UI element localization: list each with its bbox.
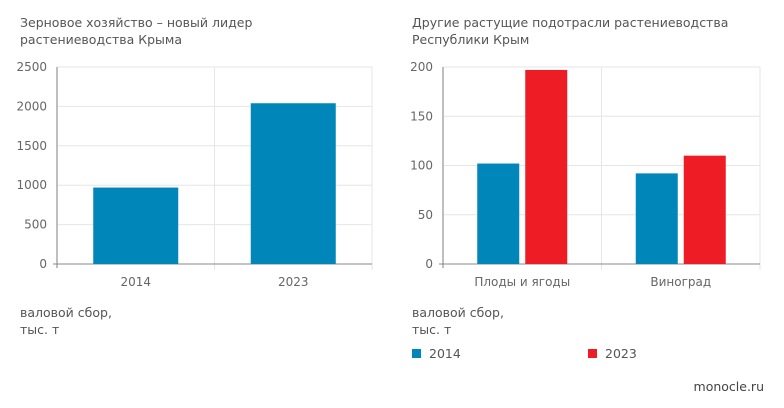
y-tick-label: 500 — [24, 218, 47, 232]
bar-Виноград-2014 — [635, 173, 678, 264]
left-unit-label: валовой сбор, тыс. т — [20, 304, 112, 338]
bar-Плоды и ягоды-2023 — [525, 69, 568, 264]
left-unit-line2: тыс. т — [20, 322, 60, 337]
bar-Виноград-2023 — [683, 155, 726, 264]
y-tick-label: 0 — [425, 257, 433, 271]
x-tick-label: 2014 — [120, 275, 151, 289]
right-unit-line2: тыс. т — [412, 322, 452, 337]
legend-2023: 2023 — [588, 346, 637, 361]
y-tick-label: 100 — [410, 159, 433, 173]
right-title-line2: Республики Крым — [412, 32, 530, 47]
y-tick-label: 1500 — [16, 139, 47, 153]
right-unit-line1: валовой сбор, — [412, 305, 504, 320]
y-tick-label: 200 — [410, 60, 433, 74]
left-unit-line1: валовой сбор, — [20, 305, 112, 320]
x-tick-label: 2023 — [278, 275, 309, 289]
legend-swatch-2014 — [412, 349, 421, 358]
left-title-line1: Зерновое хозяйство – новый лидер — [20, 15, 253, 30]
y-tick-label: 50 — [418, 208, 433, 222]
legend-label-2014: 2014 — [429, 346, 461, 361]
legend-2014: 2014 — [412, 346, 461, 361]
left-chart-title: Зерновое хозяйство – новый лидер растение… — [20, 14, 252, 48]
y-tick-label: 150 — [410, 109, 433, 123]
right-unit-label: валовой сбор, тыс. т — [412, 304, 504, 338]
bar-2014-2014/2023 — [93, 187, 179, 264]
site-footer: monocle.ru — [693, 379, 764, 394]
right-chart-title: Другие растущие подотрасли растениеводст… — [412, 14, 728, 48]
y-tick-label: 2000 — [16, 99, 47, 113]
bar-2023-2014/2023 — [250, 103, 336, 264]
bar-Плоды и ягоды-2014 — [477, 163, 520, 264]
x-tick-label: Плоды и ягоды — [474, 275, 570, 289]
y-tick-label: 0 — [39, 257, 47, 271]
x-tick-label: Виноград — [650, 275, 711, 289]
right-title-line1: Другие растущие подотрасли растениеводст… — [412, 15, 729, 30]
legend-swatch-2023 — [588, 349, 597, 358]
left-title-line2: растениеводства Крыма — [20, 32, 183, 47]
legend-label-2023: 2023 — [605, 346, 637, 361]
y-tick-label: 2500 — [16, 60, 47, 74]
y-tick-label: 1000 — [16, 178, 47, 192]
